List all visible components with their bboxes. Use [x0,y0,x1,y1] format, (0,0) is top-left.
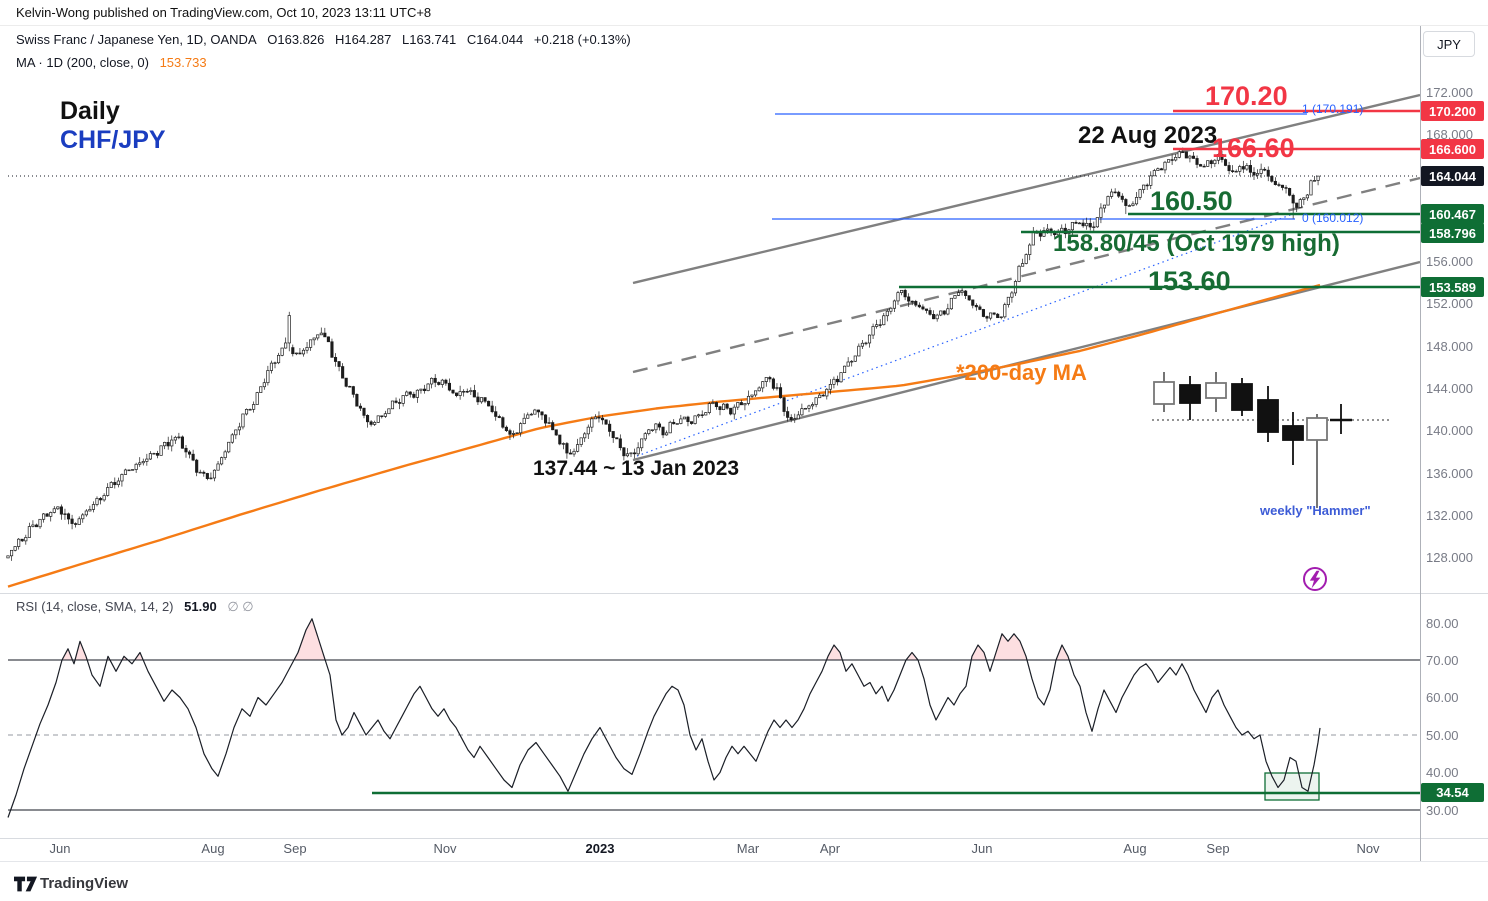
brand-text[interactable]: TradingView [40,875,129,892]
price-pane [6,93,1420,591]
time-tick: Aug [201,841,225,856]
rsi-empty-set-icons: ∅ ∅ [227,599,254,614]
currency-button[interactable]: JPY [1423,31,1475,57]
price-tick: 128.000 [1426,550,1473,565]
channel-lower-line [632,260,1420,462]
ma-indicator-header[interactable]: MA · 1D (200, close, 0) 153.733 [16,55,214,70]
ma-label[interactable]: MA · 1D (200, close, 0) [16,55,149,70]
time-tick-year: 2023 [585,841,615,856]
channel-upper-line [632,93,1420,285]
time-tick: Sep [283,841,307,856]
symbol-title[interactable]: Swiss Franc / Japanese Yen, 1D, OANDA [16,32,257,47]
rsi-indicator-header[interactable]: RSI (14, close, SMA, 14, 2) 51.90 ∅ ∅ [16,599,261,615]
price-tick: 168.000 [1426,127,1473,142]
channel-mid-dashed-line [632,176,1420,374]
price-tick: 136.000 [1426,466,1473,481]
rsi-overbought-zone [826,645,843,660]
ma-200-label: *200-day MA [956,360,1087,385]
pair-label: CHF/JPY [60,126,166,154]
ohlc-change: +0.218 (+0.13%) [533,32,631,47]
rsi-line [7,618,1321,818]
daily-label: Daily [60,97,120,125]
price-badge-resistance: 170.200 [1421,101,1484,121]
rsi-overbought-zone [971,645,987,660]
ma-value: 153.733 [159,55,207,70]
rsi-title[interactable]: RSI (14, close, SMA, 14, 2) [16,599,174,614]
jan-low-label: 137.44 ~ 13 Jan 2023 [533,457,740,480]
price-badge-last: 164.044 [1421,166,1484,186]
price-tick: 156.000 [1426,254,1473,269]
time-tick: Aug [1123,841,1147,856]
ohlc-open: O163.826 [267,32,325,47]
rsi-tick: 60.00 [1426,690,1459,705]
symbol-header[interactable]: Swiss Franc / Japanese Yen, 1D, OANDA O1… [16,32,638,47]
rsi-value: 51.90 [184,599,217,614]
price-badge-support: 153.589 [1421,277,1484,297]
price-badge-support: 160.467 [1421,204,1484,224]
level-label-160-50: 160.50 [1150,186,1233,216]
fib-0-label: 0 (160.012) [1302,211,1364,225]
weekly-hammer-label: weekly "Hammer" [1260,503,1371,518]
publish-bar: Kelvin-Wong published on TradingView.com… [16,5,431,20]
price-tick: 132.000 [1426,508,1473,523]
ohlc-low: L163.741 [402,32,457,47]
price-badge-resistance: 166.600 [1421,139,1484,159]
time-tick: Apr [819,841,841,856]
date-label-22-aug: 22 Aug 2023 [1078,122,1218,149]
rsi-tick: 70.00 [1426,653,1459,668]
rsi-overbought-zone [134,652,144,660]
rsi-overbought-zone [294,618,326,660]
price-tick: 140.000 [1426,423,1473,438]
ohlc-close: C164.044 [466,32,524,47]
rsi-overbought-zone [906,652,918,660]
time-tick: Nov [433,841,457,856]
hammer-pattern-inset [1152,372,1392,508]
rsi-highlight-box [1264,772,1320,801]
rsi-tick: 30.00 [1426,803,1459,818]
time-tick: Jun [971,841,993,856]
time-tick: Jun [49,841,71,856]
tradingview-logo-icon[interactable] [14,876,38,892]
publish-text: Kelvin-Wong published on TradingView.com… [16,5,432,20]
time-tick: Mar [736,841,760,856]
rsi-tick: 80.00 [1426,616,1459,631]
time-tick: Sep [1206,841,1230,856]
rsi-badge-support: 34.54 [1421,783,1484,802]
price-tick: 144.000 [1426,381,1473,396]
rsi-overbought-zone [75,641,88,660]
rsi-overbought-zone [1056,645,1070,660]
price-tick: 152.000 [1426,296,1473,311]
rsi-tick: 50.00 [1426,728,1459,743]
level-label-153-60: 153.60 [1148,266,1231,296]
ohlc-high: H164.287 [334,32,392,47]
time-tick: Nov [1356,841,1380,856]
rsi-pane [7,618,1420,818]
level-label-158-80: 158.80/45 (Oct 1979 high) [1053,230,1340,257]
flash-icon [1303,567,1327,591]
rsi-overbought-zone [62,648,73,660]
price-badge-support: 158.796 [1421,223,1484,243]
rsi-tick: 40.00 [1426,765,1459,780]
candlestick-series [6,147,1320,561]
level-label-166-60: 166.60 [1212,133,1295,163]
price-tick: 172.000 [1426,85,1473,100]
fib-1-label: 1 (170.191) [1302,102,1364,116]
level-label-170-20: 170.20 [1205,81,1288,111]
ma-200-line [7,283,1321,588]
price-tick: 148.000 [1426,339,1473,354]
